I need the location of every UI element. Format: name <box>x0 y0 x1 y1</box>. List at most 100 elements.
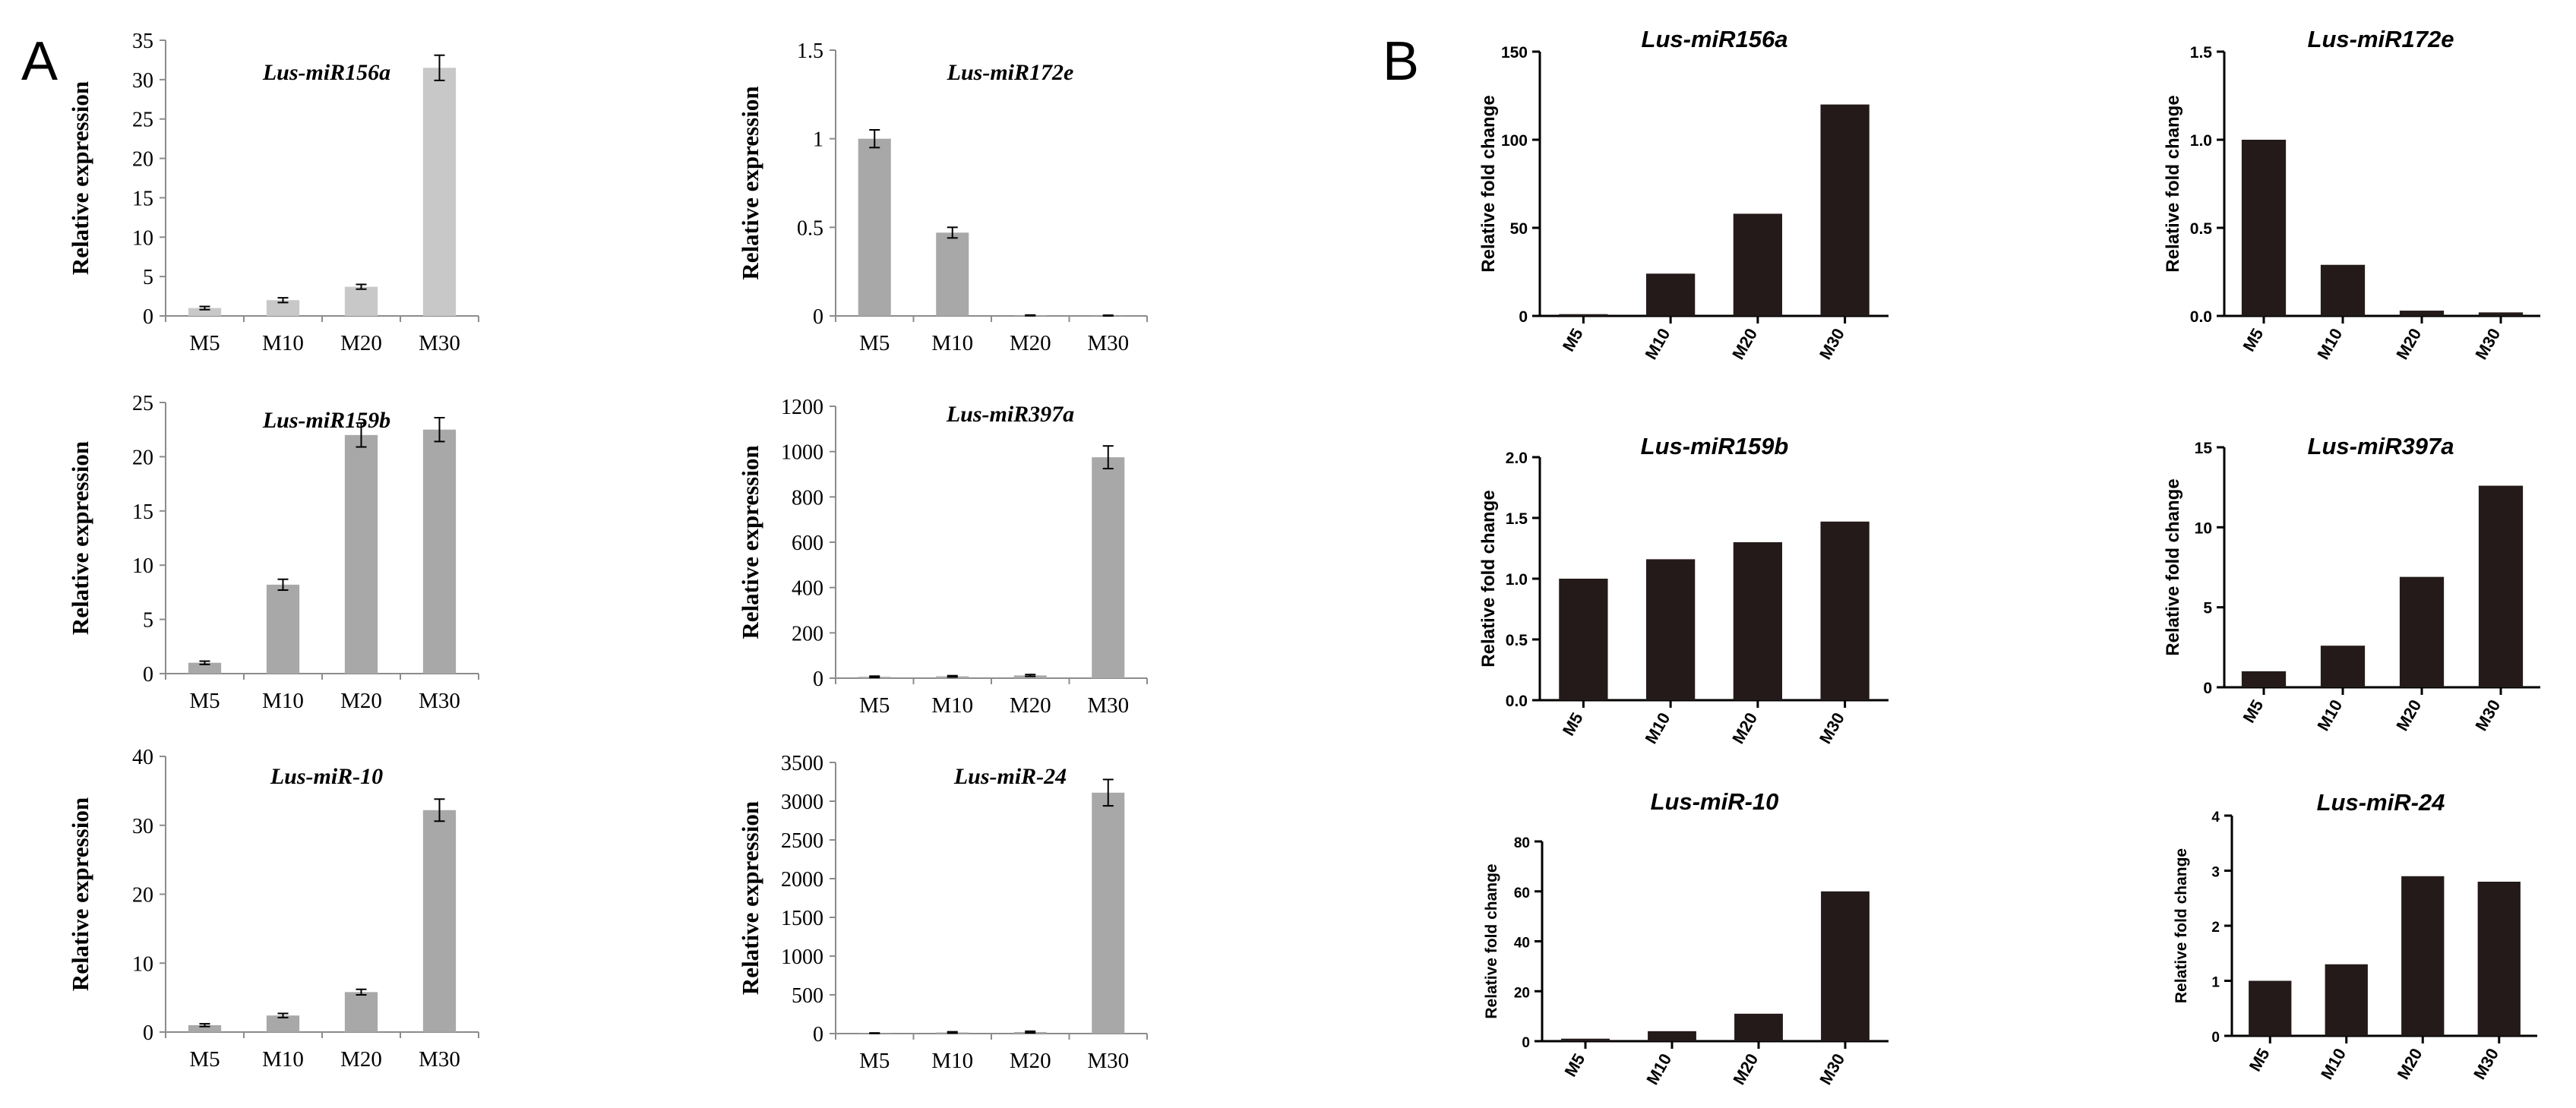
x-tick-label: M10 <box>1642 1050 1675 1088</box>
bar-m10 <box>2320 264 2366 316</box>
chart-b-4: Lus-miR397a Relative fold change 0 5 10 15 M5 M… <box>2163 433 2540 734</box>
x-tick-label: M30 <box>2471 325 2504 363</box>
chart-title: Lus-miR-10 <box>1651 788 1779 815</box>
x-tick-label: M30 <box>419 331 460 355</box>
chart-title: Lus-miR172e <box>947 60 1074 85</box>
x-tick-label: M30 <box>1087 331 1129 355</box>
chart-b-2: Lus-miR172e Relative fold change 0.0 0.5 1.0… <box>2163 26 2540 363</box>
x-tick-label: M5 <box>1559 709 1587 739</box>
y-tick-label: 0.0 <box>1506 693 1528 710</box>
y-tick-label: 1.5 <box>1506 510 1528 528</box>
bar-m5 <box>2249 980 2292 1036</box>
x-tick-label: M10 <box>2313 696 2346 734</box>
y-tick-label: 0 <box>813 668 823 691</box>
y-tick-label: 0 <box>143 305 153 329</box>
x-tick-label: M20 <box>340 331 382 355</box>
x-tick-label: M20 <box>1728 325 1761 363</box>
y-tick-label: 0 <box>2203 680 2212 697</box>
y-tick-label: 25 <box>132 109 153 132</box>
bar-m5 <box>858 138 891 316</box>
y-tick-label: 600 <box>792 532 823 555</box>
y-tick-label: 1.5 <box>797 39 823 63</box>
y-tick-label: 20 <box>132 446 153 469</box>
x-tick-label: M5 <box>2239 696 2267 726</box>
y-tick-label: 5 <box>143 266 153 289</box>
x-tick-label: M20 <box>1729 1050 1762 1088</box>
chart-title: Lus-miR159b <box>262 408 390 433</box>
bar-m5 <box>188 1024 222 1032</box>
bar-m20 <box>2401 876 2445 1036</box>
bar-m20 <box>2399 311 2445 316</box>
y-tick-label: 3500 <box>781 752 823 775</box>
bar-m30 <box>1092 457 1125 678</box>
y-tick-label: 1200 <box>781 396 823 419</box>
x-tick-label: M20 <box>2392 325 2425 363</box>
x-tick-label: M20 <box>2394 1045 2426 1083</box>
chart-b-1: Lus-miR156a Relative fold change 0 50 100 150… <box>1478 26 1889 363</box>
bar-m10 <box>1645 559 1696 700</box>
x-tick-label: M30 <box>1087 693 1129 718</box>
x-tick-label: M30 <box>1816 709 1848 747</box>
bar-m10 <box>936 232 969 316</box>
bar-m30 <box>1820 521 1870 700</box>
y-tick-label: 20 <box>132 148 153 172</box>
chart-a-5: Lus-miR-10 Relative expression 0 10 20 30 40 M5… <box>67 746 479 1072</box>
panel-label-b: B <box>1383 31 1420 92</box>
x-tick-label: M5 <box>2246 1045 2274 1075</box>
x-tick-label: M30 <box>2470 1045 2502 1083</box>
bar-m30 <box>1820 104 1870 316</box>
y-tick-label: 1.0 <box>2190 132 2212 150</box>
y-tick-label: 50 <box>1510 220 1528 238</box>
x-tick-label: M20 <box>340 1047 382 1072</box>
y-tick-label: 25 <box>132 392 153 415</box>
y-tick-label: 400 <box>792 577 823 601</box>
bar-m20 <box>1734 1013 1783 1041</box>
x-tick-label: M20 <box>2392 696 2425 734</box>
y-tick-label: 2500 <box>781 829 823 853</box>
x-tick-label: M30 <box>1087 1049 1129 1073</box>
y-axis-label: Relative expression <box>737 801 763 995</box>
y-tick-label: 0.0 <box>2190 308 2212 326</box>
chart-a-1: Lus-miR156a Relative expression 0 5 10 15 20 25… <box>67 30 479 355</box>
chart-title: Lus-miR397a <box>2308 433 2454 459</box>
y-tick-label: 0 <box>1522 1035 1530 1051</box>
y-tick-label: 1 <box>2211 975 2220 991</box>
bar-m30 <box>422 68 457 317</box>
chart-b-5: Lus-miR-10 Relative fold change 0 20 40 60 80 M… <box>1483 788 1889 1088</box>
x-tick-label: M5 <box>1560 1050 1588 1080</box>
y-tick-label: 1 <box>813 128 823 152</box>
x-tick-label: M20 <box>1010 331 1051 355</box>
y-axis-label: Relative expression <box>67 81 93 275</box>
x-tick-label: M10 <box>931 693 973 718</box>
bar-m20 <box>1733 542 1783 700</box>
y-tick-label: 0.5 <box>797 216 823 240</box>
y-axis-label: Relative fold change <box>1483 863 1500 1018</box>
y-tick-label: 10 <box>2195 519 2212 537</box>
bar-m20 <box>2399 576 2445 687</box>
y-tick-label: 30 <box>132 69 153 93</box>
x-tick-label: M5 <box>859 1049 890 1073</box>
y-tick-label: 20 <box>1514 985 1530 1001</box>
bar-m10 <box>266 1015 300 1032</box>
x-tick-label: M20 <box>1728 709 1761 747</box>
chart-title: Lus-miR156a <box>1642 26 1788 52</box>
chart-title: Lus-miR397a <box>946 402 1074 427</box>
y-tick-label: 1500 <box>781 907 823 930</box>
bar-m30 <box>1092 792 1125 1034</box>
y-tick-label: 10 <box>132 952 153 976</box>
bar-m5 <box>1559 579 1608 700</box>
x-tick-label: M20 <box>1010 1049 1051 1073</box>
y-axis-label: Relative fold change <box>1478 490 1499 667</box>
x-tick-label: M20 <box>1010 693 1051 718</box>
chart-title: Lus-miR172e <box>2308 26 2454 52</box>
bar-m10 <box>2320 646 2366 687</box>
y-tick-label: 100 <box>1501 132 1528 150</box>
x-tick-label: M10 <box>262 331 304 355</box>
y-tick-label: 15 <box>132 187 153 210</box>
x-tick-label: M5 <box>189 689 220 713</box>
y-tick-label: 0 <box>813 305 823 329</box>
y-tick-label: 0 <box>813 1023 823 1046</box>
bar-m5 <box>2241 671 2287 687</box>
bar-m10 <box>1645 273 1696 316</box>
bar-m20 <box>344 992 378 1032</box>
